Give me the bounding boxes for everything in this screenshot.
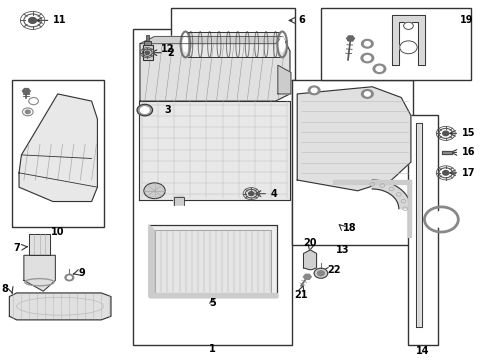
Polygon shape [148, 293, 276, 297]
Circle shape [29, 18, 37, 23]
Circle shape [364, 92, 369, 96]
Polygon shape [22, 89, 30, 94]
Text: 8: 8 [1, 284, 8, 294]
Circle shape [361, 40, 372, 48]
Circle shape [313, 268, 327, 278]
Polygon shape [303, 250, 316, 270]
Circle shape [399, 41, 416, 54]
Text: 4: 4 [270, 189, 277, 199]
Bar [142, 45, 152, 59]
Bar [321, 8, 470, 80]
Bar [12, 80, 103, 226]
Polygon shape [148, 225, 154, 297]
Text: 7: 7 [13, 243, 20, 253]
Bar [154, 230, 270, 293]
Circle shape [248, 192, 253, 195]
Circle shape [442, 131, 448, 136]
Text: 17: 17 [461, 168, 475, 178]
Polygon shape [139, 101, 289, 200]
Circle shape [363, 55, 370, 60]
Circle shape [67, 276, 71, 279]
Text: 19: 19 [459, 15, 473, 26]
Polygon shape [9, 293, 111, 320]
Text: 11: 11 [53, 15, 66, 26]
Text: 10: 10 [51, 227, 64, 237]
Text: 2: 2 [167, 48, 173, 58]
Text: 9: 9 [78, 268, 84, 278]
Circle shape [361, 90, 372, 98]
Text: 22: 22 [327, 265, 341, 275]
Bar [144, 41, 151, 45]
Ellipse shape [279, 37, 284, 51]
Circle shape [317, 271, 324, 276]
Text: 3: 3 [164, 105, 171, 115]
Bar [148, 225, 276, 297]
Bar [292, 80, 412, 244]
Polygon shape [442, 150, 451, 154]
Circle shape [137, 104, 152, 116]
Bar [171, 8, 294, 80]
Circle shape [143, 183, 165, 199]
Polygon shape [24, 255, 55, 291]
Circle shape [430, 212, 451, 227]
Bar [148, 225, 276, 297]
Polygon shape [407, 180, 410, 237]
Circle shape [145, 51, 149, 54]
Polygon shape [29, 234, 50, 255]
Circle shape [442, 171, 448, 175]
Polygon shape [140, 37, 282, 44]
Text: 5: 5 [209, 298, 216, 308]
Polygon shape [174, 196, 183, 205]
Text: 20: 20 [303, 238, 316, 248]
Text: 1: 1 [209, 344, 216, 354]
Ellipse shape [183, 37, 187, 51]
Bar [132, 30, 292, 345]
Bar [407, 116, 437, 345]
Circle shape [65, 274, 74, 281]
Text: 21: 21 [293, 291, 307, 301]
Polygon shape [188, 32, 280, 57]
Polygon shape [333, 180, 410, 184]
Text: 18: 18 [343, 224, 356, 233]
Polygon shape [297, 87, 410, 191]
Polygon shape [277, 65, 290, 94]
Circle shape [372, 64, 385, 73]
Polygon shape [19, 94, 97, 202]
Polygon shape [140, 37, 289, 101]
Polygon shape [415, 123, 421, 327]
Text: 16: 16 [461, 147, 475, 157]
Text: 14: 14 [415, 346, 429, 356]
Circle shape [375, 66, 382, 71]
Circle shape [403, 22, 412, 30]
Circle shape [364, 41, 369, 46]
Text: 12: 12 [161, 44, 174, 54]
Circle shape [360, 53, 373, 63]
Polygon shape [391, 15, 425, 65]
Circle shape [25, 110, 30, 114]
Text: 15: 15 [461, 129, 475, 138]
Polygon shape [346, 36, 354, 41]
Circle shape [308, 86, 319, 95]
Bar [146, 35, 149, 41]
Polygon shape [371, 180, 410, 209]
Circle shape [310, 88, 316, 93]
Polygon shape [303, 274, 310, 279]
Text: 13: 13 [336, 245, 349, 255]
Text: 6: 6 [298, 15, 305, 26]
Circle shape [140, 107, 149, 113]
